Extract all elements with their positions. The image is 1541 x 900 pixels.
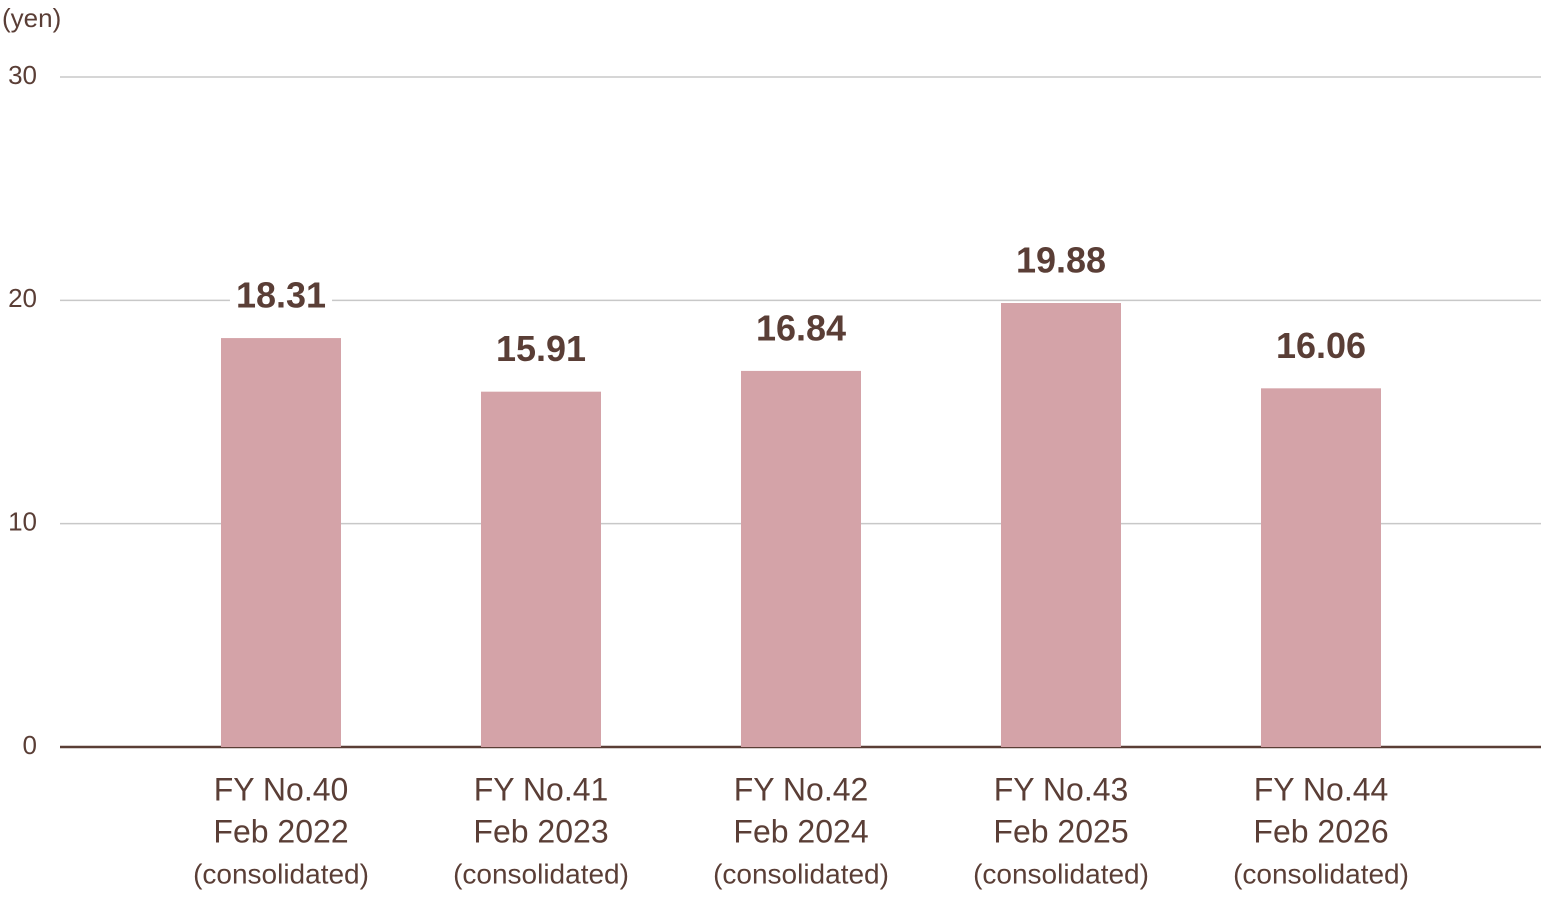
value-label: 16.06 [1276,325,1366,366]
y-axis-label: (yen) [2,3,61,33]
bar [1261,388,1381,747]
bar [1001,303,1121,747]
x-tick-label: (consolidated) [713,858,889,889]
x-tick-label: Feb 2026 [1253,813,1388,849]
bar [741,370,861,747]
bar [221,338,341,747]
value-label-bg [749,307,853,349]
x-tick-label: (consolidated) [193,858,369,889]
x-tick-label: FY No.44 [1254,771,1389,807]
value-label-bg [229,274,333,316]
x-tick-label: (consolidated) [973,858,1149,889]
x-tick-label: Feb 2025 [993,813,1128,849]
value-label-bg [1009,239,1113,281]
value-label-bg [1269,324,1373,366]
x-tick-label: Feb 2022 [213,813,348,849]
y-tick-label: 10 [8,507,37,537]
value-label: 15.91 [496,328,586,369]
value-label: 19.88 [1016,240,1106,281]
value-label-bg [489,328,593,370]
x-tick-label: FY No.43 [994,771,1129,807]
y-tick-label: 20 [8,283,37,313]
x-tick-label: FY No.41 [474,771,609,807]
bar [481,391,601,747]
x-tick-label: (consolidated) [1233,858,1409,889]
y-tick-label: 30 [8,60,37,90]
x-tick-label: Feb 2023 [473,813,608,849]
y-tick-label: 0 [23,730,37,760]
x-tick-label: (consolidated) [453,858,629,889]
x-tick-label: FY No.40 [214,771,349,807]
x-tick-label: Feb 2024 [733,813,868,849]
x-tick-label: FY No.42 [734,771,869,807]
value-label: 16.84 [756,307,846,348]
value-label: 18.31 [236,275,326,316]
